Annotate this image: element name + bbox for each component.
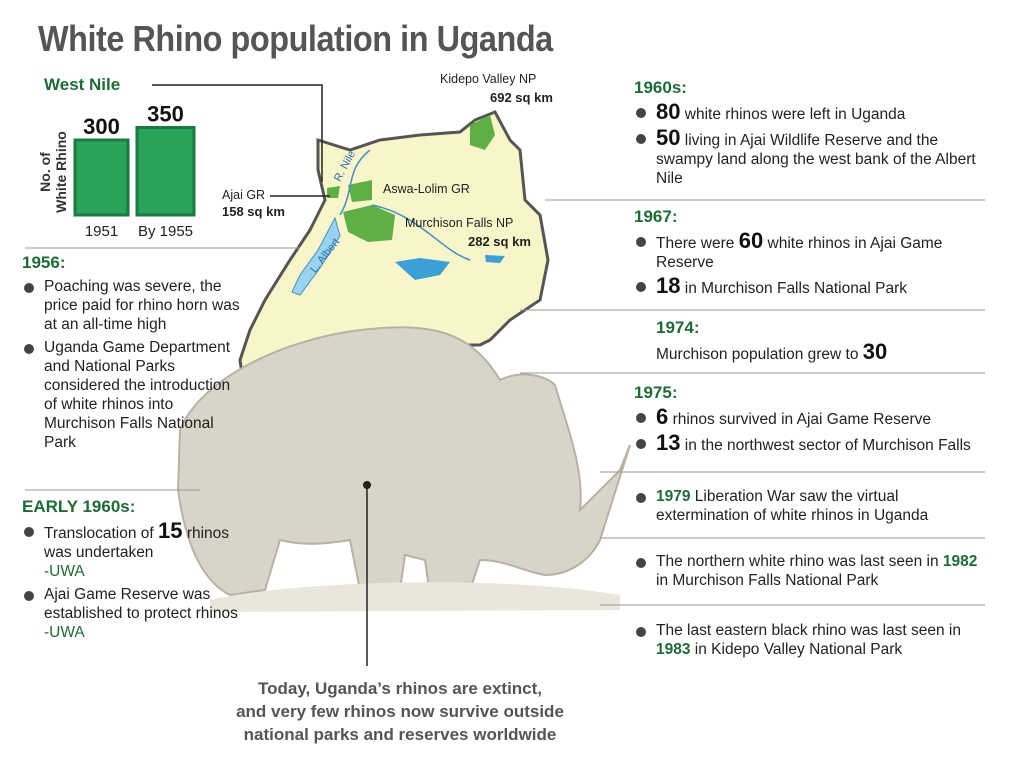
item-text: rhinos survived in Ajai Game Reserve — [672, 411, 932, 428]
item-text: Uganda Game Department and National Park… — [44, 339, 231, 451]
highlight-number: 6 — [656, 404, 669, 429]
bullet-item: 50 living in Ajai Wildlife Reserve and t… — [634, 125, 989, 188]
aswa-lolim-reserve — [348, 180, 372, 202]
category-label: 1951 — [85, 223, 118, 240]
bullet-item: The last eastern black rhino was last se… — [634, 621, 989, 659]
item-text: There were — [656, 235, 735, 252]
uganda-map — [238, 110, 550, 399]
map-label: Kidepo Valley NP — [440, 72, 537, 86]
timeline-section: 1967: There were 60 white rhinos in Ajai … — [634, 207, 989, 298]
map-area: 282 sq km — [468, 234, 531, 249]
year: 1983 — [656, 641, 691, 658]
item-text: Translocation of — [44, 525, 154, 542]
section-heading: 1975: — [634, 383, 678, 402]
footer-line: and very few rhinos now survive outside — [236, 702, 564, 721]
section-heading: 1974: — [656, 318, 700, 337]
value-label: 350 — [147, 102, 184, 127]
highlight-number: 18 — [656, 273, 681, 298]
bar — [135, 126, 196, 217]
bullet-item: 6 rhinos survived in Ajai Game Reserve — [634, 404, 989, 429]
lake-albert — [291, 216, 341, 296]
bullet-item: Translocation of 15 rhinos was undertake… — [22, 518, 247, 581]
highlight-number: 15 — [158, 518, 183, 543]
timeline-section: The last eastern black rhino was last se… — [634, 617, 989, 659]
map-label: Aswa-Lolim GR — [383, 182, 470, 196]
bullet-item: Uganda Game Department and National Park… — [22, 338, 247, 452]
timeline-section: 1960s: 80 white rhinos were left in Ugand… — [634, 78, 989, 188]
ajai-reserve — [327, 186, 340, 198]
section-heading: EARLY 1960s: — [22, 497, 136, 516]
chart-title: West Nile — [44, 75, 121, 94]
bar — [73, 138, 130, 217]
timeline-section: The northern white rhino was last seen i… — [634, 548, 989, 590]
ground — [210, 582, 620, 612]
item-text: in the northwest sector of Murchison Fal… — [684, 437, 971, 454]
item-text: Poaching was severe, the price paid for … — [44, 278, 240, 333]
kidepo-park — [470, 115, 495, 150]
bullet-item: The northern white rhino was last seen i… — [634, 552, 989, 590]
timeline-section: 1975: 6 rhinos survived in Ajai Game Rese… — [634, 383, 989, 455]
highlight-number: 60 — [738, 228, 764, 253]
highlight-number: 80 — [656, 99, 681, 124]
nile-river — [339, 149, 471, 261]
item-text: Murchison population grew to — [656, 346, 859, 363]
bullet-item: Poaching was severe, the price paid for … — [22, 277, 247, 334]
item-text: The northern white rhino was last seen i… — [656, 553, 939, 570]
timeline-section: 1979 Liberation War saw the virtual exte… — [634, 483, 989, 525]
item-text: The last eastern black rhino was last se… — [656, 622, 961, 639]
connector — [152, 84, 323, 182]
axis-label: White Rhino — [53, 131, 69, 213]
map-label: Murchison Falls NP — [405, 216, 514, 230]
section-heading: 1960s: — [634, 78, 687, 97]
footer: Today, Uganda’s rhinos are extinct, and v… — [150, 677, 650, 746]
murchison-park — [343, 205, 395, 242]
bullet-item: 1979 Liberation War saw the virtual exte… — [634, 487, 989, 525]
item-text: living in Ajai Wildlife Reserve and the … — [656, 132, 976, 187]
highlight-number: 13 — [656, 430, 681, 455]
bullet-item: There were 60 white rhinos in Ajai Game … — [634, 228, 989, 272]
section-heading: 1956: — [22, 253, 66, 272]
item-text: in Kidepo Valley National Park — [694, 641, 903, 658]
rhino — [176, 326, 631, 597]
map-area: 692 sq km — [490, 90, 553, 105]
highlight-number: 50 — [656, 125, 681, 150]
bullet-item: 80 white rhinos were left in Uganda — [634, 99, 989, 124]
year: 1979 — [656, 488, 691, 505]
item-text: in Murchison Falls National Park — [656, 572, 879, 589]
map-label: Ajai GR — [222, 188, 266, 202]
item-text: Ajai Game Reserve was established to pro… — [44, 586, 238, 622]
lake-kyoga — [395, 258, 450, 280]
connector-dot — [363, 481, 371, 489]
bullet-item: 13 in the northwest sector of Murchison … — [634, 430, 989, 455]
timeline-section: EARLY 1960s: Translocation of 15 rhinos w… — [22, 497, 247, 642]
bullet-item: Murchison population grew to 30 — [634, 339, 989, 364]
timeline-section: 1974: Murchison population grew to 30 — [634, 318, 989, 364]
year: 1982 — [942, 553, 978, 570]
section-heading: 1967: — [634, 207, 678, 226]
bullet-item: Ajai Game Reserve was established to pro… — [22, 585, 247, 642]
value-label: 300 — [83, 114, 120, 139]
category-label: By 1955 — [138, 223, 193, 240]
item-text: white rhinos in Ajai Game Reserve — [656, 235, 943, 271]
timeline-section: 1956: Poaching was severe, the price paid… — [22, 253, 247, 452]
title: White Rhino population in Uganda — [38, 18, 553, 59]
map-area: 158 sq km — [222, 204, 285, 219]
item-text: in Murchison Falls National Park — [684, 280, 908, 297]
source: -UWA — [44, 563, 85, 580]
highlight-number: 30 — [862, 339, 888, 364]
separators — [25, 199, 985, 606]
lake — [485, 255, 505, 263]
footer-line: national parks and reserves worldwide — [243, 725, 557, 744]
bullet-item: 18 in Murchison Falls National Park — [634, 273, 989, 298]
item-text: white rhinos were left in Uganda — [684, 106, 906, 123]
item-text: Liberation War saw the virtual extermina… — [656, 488, 929, 524]
item-text: rhinos was undertaken — [44, 525, 230, 561]
axis-label: No. of — [37, 152, 53, 192]
footer-line: Today, Uganda’s rhinos are extinct, — [257, 679, 543, 698]
source: -UWA — [44, 624, 85, 641]
